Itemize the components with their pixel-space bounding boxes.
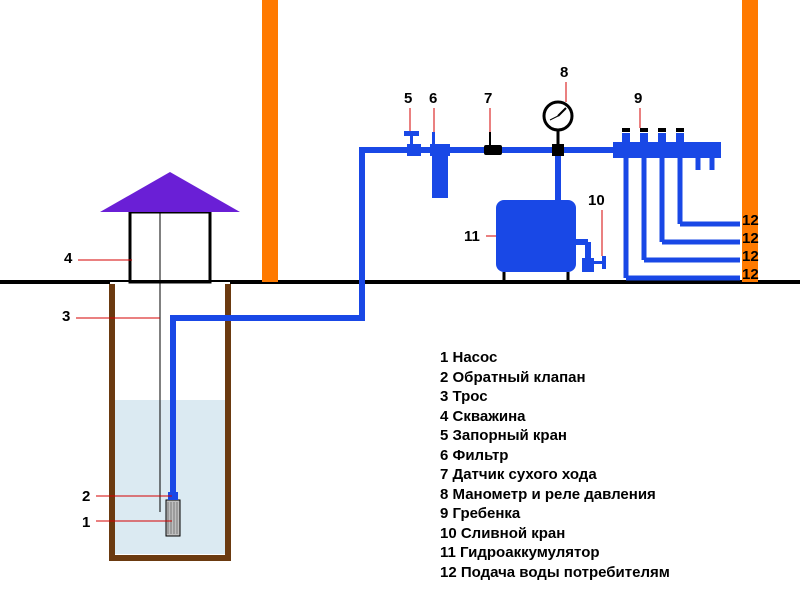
legend-item: 6 Фильтр	[440, 446, 670, 466]
callout-2: 2	[82, 488, 90, 505]
legend-item: 11 Гидроаккумулятор	[440, 543, 670, 563]
manifold	[613, 128, 740, 278]
callout-10: 10	[588, 192, 605, 209]
callout-9: 9	[634, 90, 642, 107]
legend-item: 5 Запорный кран	[440, 426, 670, 446]
legend-item: 4 Скважина	[440, 407, 670, 427]
legend: 1 Насос2 Обратный клапан3 Трос4 Скважина…	[440, 348, 670, 582]
callout-12c: 12	[742, 248, 759, 265]
well-house-body	[130, 212, 210, 282]
callout-12b: 12	[742, 230, 759, 247]
callout-11: 11	[464, 228, 480, 245]
legend-item: 12 Подача воды потребителям	[440, 563, 670, 583]
callout-4: 4	[64, 250, 72, 267]
callout-8: 8	[560, 64, 568, 81]
callout-7: 7	[484, 90, 492, 107]
legend-item: 2 Обратный клапан	[440, 368, 670, 388]
well-house-roof	[100, 172, 240, 212]
legend-item: 3 Трос	[440, 387, 670, 407]
callout-1: 1	[82, 514, 90, 531]
legend-item: 1 Насос	[440, 348, 670, 368]
callout-12a: 12	[742, 212, 759, 229]
legend-item: 10 Сливной кран	[440, 524, 670, 544]
callout-5: 5	[404, 90, 412, 107]
legend-item: 8 Манометр и реле давления	[440, 485, 670, 505]
wall-left	[262, 0, 278, 282]
dry-run-sensor	[484, 132, 502, 155]
legend-item: 9 Гребенка	[440, 504, 670, 524]
callout-12d: 12	[742, 266, 759, 283]
legend-item: 7 Датчик сухого хода	[440, 465, 670, 485]
filter	[430, 132, 450, 198]
callout-6: 6	[429, 90, 437, 107]
callout-3: 3	[62, 308, 70, 325]
